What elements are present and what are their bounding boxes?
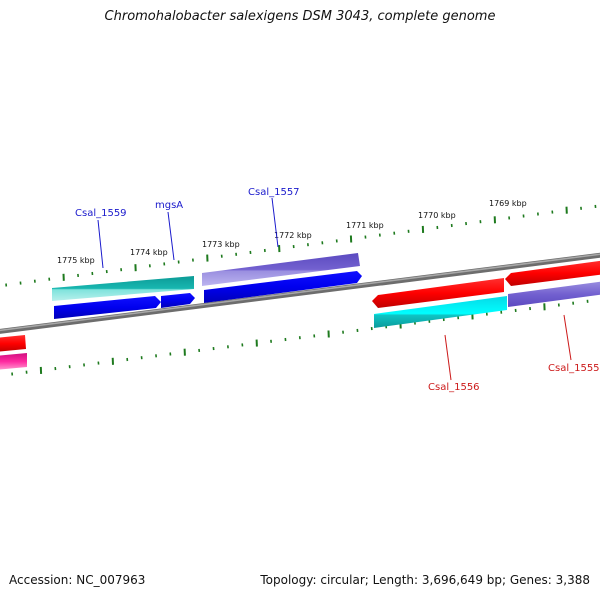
gene-feature-purple[interactable] — [202, 253, 360, 286]
gene-feature-pink[interactable] — [0, 353, 27, 370]
kbp-label: 1769 kbp — [489, 199, 527, 208]
gene-label-csal-1557[interactable]: Csal_1557 — [248, 187, 300, 198]
gene-label-csal-1555[interactable]: Csal_1555 — [548, 363, 600, 374]
outer-tick-ring — [5, 204, 597, 287]
gene-feature-blue[interactable] — [161, 293, 195, 308]
gene-feature-red[interactable] — [505, 260, 600, 286]
gene-feature-blue[interactable] — [204, 271, 362, 303]
gene-feature-blue[interactable] — [54, 296, 161, 319]
gene-feature-purple[interactable] — [508, 281, 600, 307]
accession-text: Accession: NC_007963 — [9, 573, 146, 587]
gene-feature-red[interactable] — [372, 278, 504, 308]
kbp-label: 1773 kbp — [202, 240, 240, 249]
gene-label-csal-1556[interactable]: Csal_1556 — [428, 382, 480, 393]
genome-summary-text: Topology: circular; Length: 3,696,649 bp… — [260, 573, 590, 587]
kbp-label: 1772 kbp — [274, 231, 312, 240]
gene-label-leaders — [97, 197, 572, 381]
kbp-scale-labels: 1775 kbp 1774 kbp 1773 kbp 1772 kbp 1771… — [57, 199, 527, 265]
gene-feature-cyan[interactable] — [374, 296, 507, 328]
gene-label-csal-1559[interactable]: Csal_1559 — [75, 208, 127, 219]
genome-backbone — [0, 252, 600, 334]
kbp-label: 1775 kbp — [57, 256, 95, 265]
kbp-label: 1771 kbp — [346, 221, 384, 230]
gene-label-mgsa[interactable]: mgsA — [155, 200, 183, 211]
gene-feature-teal[interactable] — [52, 276, 194, 301]
kbp-label: 1770 kbp — [418, 211, 456, 220]
map-title: Chromohalobacter salexigens DSM 3043, co… — [104, 9, 496, 24]
gene-feature-red[interactable] — [0, 335, 26, 352]
inner-tick-ring — [11, 299, 589, 376]
kbp-label: 1774 kbp — [130, 248, 168, 257]
gene-labels: Csal_1559 mgsA Csal_1557 Csal_1556 Csal_… — [75, 187, 600, 393]
